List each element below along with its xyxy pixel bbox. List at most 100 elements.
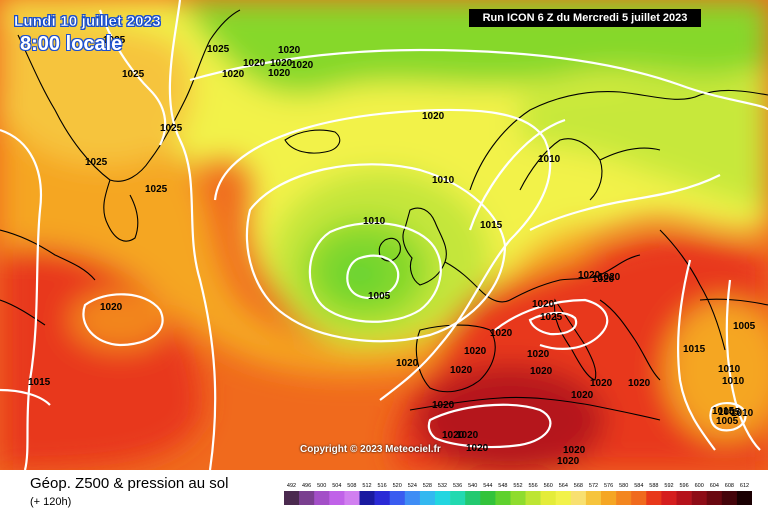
scale-swatch [374, 491, 390, 505]
isobar-1020-alps [494, 298, 609, 350]
isobar-label: 1025 [122, 69, 145, 80]
isobar-labels: 1025 1025 1020 1020 1020 1025 1020 1025 … [28, 35, 756, 467]
map-variable-title: Géop. Z500 & pression au sol [30, 475, 229, 492]
scale-tick-label: 556 [529, 483, 538, 489]
scale-tick-label: 564 [559, 483, 568, 489]
isobar-label: 1025 [160, 123, 183, 134]
field-light-sw [70, 290, 170, 350]
isobar-label: 1010 [363, 216, 386, 227]
isobar-1025-alps [528, 311, 578, 336]
isobar-1010-low [308, 221, 442, 323]
scale-swatch [691, 491, 707, 505]
isobar-label: 1020 [530, 366, 553, 377]
isobar-label: 1020 [563, 445, 586, 456]
isobar-label: 1020 [100, 302, 123, 313]
scale-swatch [284, 491, 300, 505]
scale-tick-label: 524 [408, 483, 417, 489]
scale-swatch [540, 491, 556, 505]
isobar-label: 1025 [103, 35, 126, 46]
weather-map: 1025 1025 1020 1020 1020 1025 1020 1025 … [0, 0, 768, 470]
isobar-label: 1015 [712, 406, 735, 417]
isobar-label: 1025 [207, 44, 230, 55]
isobar-1020-med [427, 403, 552, 449]
scale-tick-label: 604 [710, 483, 719, 489]
scale-tick-label: 612 [740, 483, 749, 489]
scale-tick-label: 536 [453, 483, 462, 489]
scale-swatch [314, 491, 330, 505]
scale-tick-label: 552 [513, 483, 522, 489]
scale-swatch [389, 491, 406, 505]
isobar-1020-west [0, 128, 42, 470]
isobar-label: 1005 [716, 416, 739, 427]
isobar-label: 1020 [466, 443, 489, 454]
isobar-1010-east [468, 118, 566, 231]
scale-tick-label: 540 [468, 483, 477, 489]
scale-swatch [495, 491, 511, 505]
isobar-label: 1020 [396, 358, 419, 369]
isobar-1015-east [529, 174, 721, 231]
scale-tick-label: 528 [423, 483, 432, 489]
scale-tick-label: 580 [619, 483, 628, 489]
isobar-label: 1025 [145, 184, 168, 195]
field-dark-red [415, 365, 605, 470]
isobar-1015-sw [0, 388, 51, 406]
isobar-label: 1005 [733, 321, 756, 332]
scale-tick-label: 588 [649, 483, 658, 489]
scale-swatch [721, 491, 738, 505]
isobar-label: 1020 [442, 430, 465, 441]
copyright-notice: Copyright © 2023 Meteociel.fr [300, 444, 441, 455]
scale-swatch [570, 491, 587, 505]
isobar-label: 1020 [450, 365, 473, 376]
isobar-label: 1005 [718, 407, 741, 418]
isobar-label: 1020 [590, 378, 613, 389]
scale-tick-label: 508 [347, 483, 356, 489]
scale-swatch [676, 491, 692, 505]
scale-tick-label: 568 [574, 483, 583, 489]
scale-tick-label: 600 [695, 483, 704, 489]
isobar-label: 1010 [538, 154, 561, 165]
isobar-label: 1020 [422, 111, 445, 122]
isobar-label: 1015 [28, 377, 51, 388]
scale-swatch [601, 491, 617, 505]
isobar-label: 1015 [480, 220, 503, 231]
isobar-1020-high [82, 293, 164, 347]
isobar-label: 1015 [683, 344, 706, 355]
field-greenland [0, 16, 193, 166]
isobar-label: 1005 [368, 291, 391, 302]
scale-swatch [661, 491, 677, 505]
scale-tick-label: 592 [664, 483, 673, 489]
scale-swatch [419, 491, 436, 505]
isobar-label: 1020 [268, 68, 291, 79]
isobar-label: 1020 [243, 58, 266, 69]
isobar-label: 1020 [432, 400, 455, 411]
isobar-label: 1010 [731, 408, 754, 419]
isobar-label: 1020 [628, 378, 651, 389]
scale-tick-label: 532 [438, 483, 447, 489]
scale-tick-label: 492 [287, 483, 296, 489]
scale-swatch [299, 491, 315, 505]
scale-swatch [510, 491, 526, 505]
isobar-label: 1025 [540, 312, 563, 323]
run-info-banner: Run ICON 6 Z du Mercredi 5 juillet 2023 [469, 9, 701, 27]
legend-footer: Géop. Z500 & pression au sol (+ 120h) 49… [0, 470, 768, 512]
scale-swatch [404, 491, 421, 505]
scale-tick-label: 572 [589, 483, 598, 489]
field-low-core [334, 254, 386, 294]
scale-swatch [435, 491, 451, 505]
isobar-1025-west [168, 0, 217, 470]
isobar-label: 1020 [557, 456, 580, 467]
isobar-label: 1020 [592, 274, 615, 285]
isobar-label: 1020 [598, 272, 621, 283]
scale-swatch [329, 491, 345, 505]
scale-swatch [359, 491, 375, 505]
scale-tick-label: 516 [378, 483, 387, 489]
scale-swatch [465, 491, 481, 505]
scale-swatch [450, 491, 466, 505]
isobar-label: 1020 [578, 270, 601, 281]
scale-tick-label: 496 [302, 483, 311, 489]
isobar-label: 1020 [270, 58, 293, 69]
scale-tick-label: 512 [362, 483, 371, 489]
forecast-time: 8:00 locale [20, 33, 123, 55]
isobar-label: 1010 [432, 175, 455, 186]
